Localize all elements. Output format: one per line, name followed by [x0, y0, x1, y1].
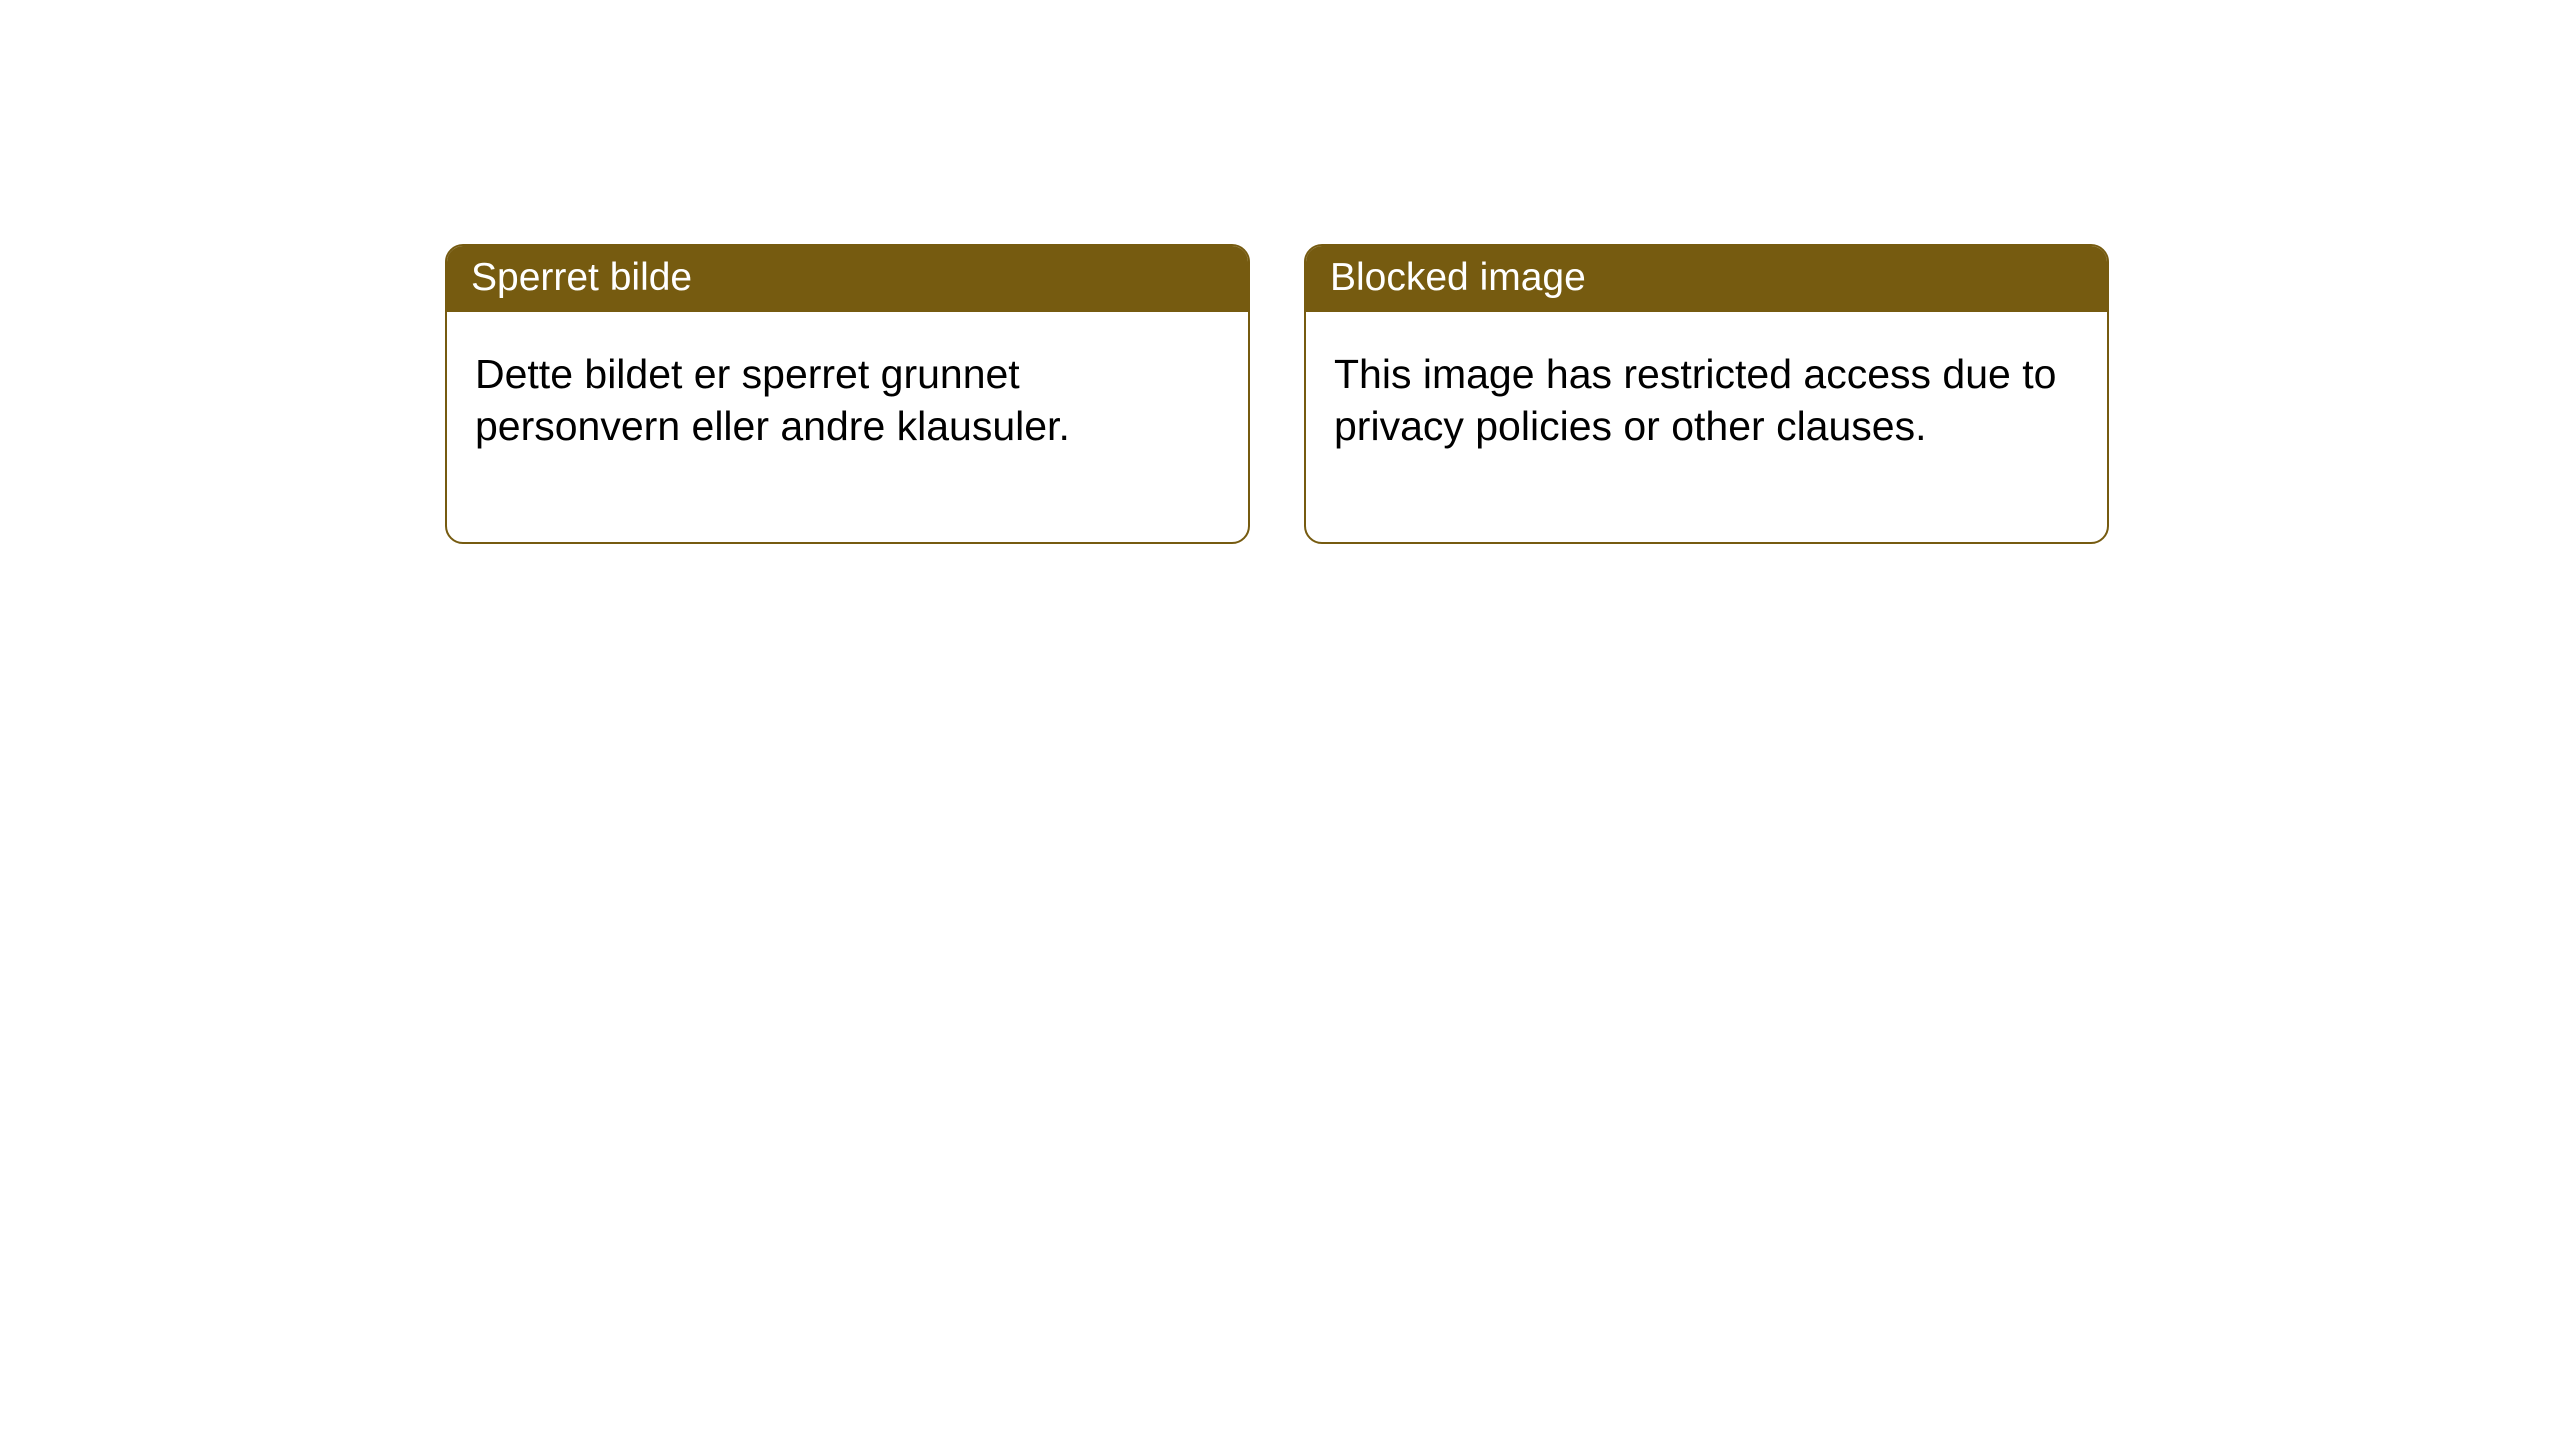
- notice-title: Blocked image: [1330, 256, 1586, 299]
- notice-body-text: Dette bildet er sperret grunnet personve…: [475, 351, 1070, 449]
- notice-card-norwegian: Sperret bilde Dette bildet er sperret gr…: [445, 244, 1250, 544]
- notice-header: Sperret bilde: [447, 246, 1248, 312]
- notice-title: Sperret bilde: [471, 256, 692, 299]
- notice-body: This image has restricted access due to …: [1306, 312, 2107, 542]
- notice-header: Blocked image: [1306, 246, 2107, 312]
- notice-body-text: This image has restricted access due to …: [1334, 351, 2056, 449]
- notice-card-english: Blocked image This image has restricted …: [1304, 244, 2109, 544]
- notice-container: Sperret bilde Dette bildet er sperret gr…: [0, 0, 2560, 544]
- notice-body: Dette bildet er sperret grunnet personve…: [447, 312, 1248, 542]
